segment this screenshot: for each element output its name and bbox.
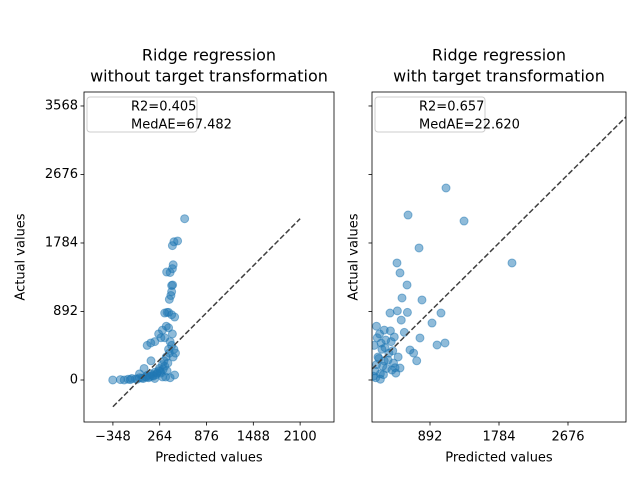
point bbox=[146, 356, 156, 366]
point bbox=[180, 214, 190, 224]
axes-frame bbox=[371, 91, 627, 423]
point bbox=[390, 363, 400, 373]
point bbox=[139, 363, 149, 373]
legend-label: MedAE=22.620 bbox=[419, 118, 520, 133]
legend-label: MedAE=67.482 bbox=[131, 118, 232, 133]
chart-title: without target transformation bbox=[90, 67, 328, 86]
y-axis-label: Actual values bbox=[347, 213, 362, 300]
x-tick-label: −348 bbox=[95, 430, 131, 445]
plot-area bbox=[372, 115, 626, 384]
x-tick-label: 2100 bbox=[284, 430, 317, 445]
point bbox=[379, 325, 389, 335]
point bbox=[402, 307, 412, 317]
x-axis-label: Predicted values bbox=[445, 451, 553, 466]
y-tick-label: 2676 bbox=[45, 167, 78, 182]
legend-box bbox=[86, 96, 198, 133]
point bbox=[375, 374, 385, 384]
x-tick-label: 1488 bbox=[237, 430, 270, 445]
chart-title: with target transformation bbox=[393, 67, 605, 86]
y-tick-label: 892 bbox=[53, 304, 78, 319]
x-tick-label: 2676 bbox=[551, 430, 584, 445]
chart-title: Ridge regression bbox=[432, 46, 566, 65]
point bbox=[392, 306, 402, 316]
point bbox=[158, 364, 168, 374]
point bbox=[459, 216, 469, 226]
point bbox=[162, 267, 172, 277]
y-tick-label: 3568 bbox=[45, 98, 78, 113]
y-tick-label: 1784 bbox=[45, 235, 78, 250]
point bbox=[170, 312, 180, 322]
point bbox=[383, 355, 393, 365]
x-tick-label: 264 bbox=[147, 430, 172, 445]
x-tick-label: 876 bbox=[194, 430, 219, 445]
point bbox=[414, 243, 424, 253]
point bbox=[388, 346, 398, 356]
legend-box bbox=[374, 96, 486, 133]
point bbox=[440, 338, 450, 348]
y-tick-label: 0 bbox=[70, 372, 78, 387]
point bbox=[395, 268, 405, 278]
point bbox=[170, 348, 180, 358]
point bbox=[432, 340, 442, 350]
chart-title: Ridge regression bbox=[142, 46, 276, 65]
axes-frame bbox=[83, 91, 335, 423]
point bbox=[427, 318, 437, 328]
legend-label: R2=0.657 bbox=[419, 100, 484, 115]
point bbox=[507, 258, 517, 268]
point bbox=[396, 315, 406, 325]
legend-label: R2=0.405 bbox=[131, 100, 196, 115]
point bbox=[168, 280, 178, 290]
plot-area bbox=[108, 214, 301, 408]
point bbox=[173, 236, 183, 246]
point bbox=[381, 335, 391, 345]
point bbox=[417, 295, 427, 305]
point bbox=[160, 308, 170, 318]
point bbox=[393, 352, 403, 362]
y-axis-label: Actual values bbox=[14, 213, 29, 300]
point bbox=[168, 260, 178, 270]
reference-line bbox=[112, 218, 301, 408]
point bbox=[402, 280, 412, 290]
point bbox=[385, 308, 395, 318]
point bbox=[146, 338, 156, 348]
point bbox=[372, 321, 381, 331]
point bbox=[441, 183, 451, 193]
point bbox=[412, 356, 422, 366]
point bbox=[415, 333, 425, 343]
point bbox=[164, 323, 174, 333]
point bbox=[436, 308, 446, 318]
x-tick-label: 892 bbox=[418, 430, 443, 445]
point bbox=[409, 348, 419, 358]
reference-line bbox=[372, 115, 626, 371]
point bbox=[170, 370, 180, 380]
x-tick-label: 1784 bbox=[482, 430, 515, 445]
point bbox=[378, 361, 388, 371]
point bbox=[392, 258, 402, 268]
point bbox=[108, 375, 118, 385]
point bbox=[403, 210, 413, 220]
point bbox=[389, 332, 399, 342]
x-axis-label: Predicted values bbox=[155, 451, 263, 466]
point bbox=[397, 293, 407, 303]
